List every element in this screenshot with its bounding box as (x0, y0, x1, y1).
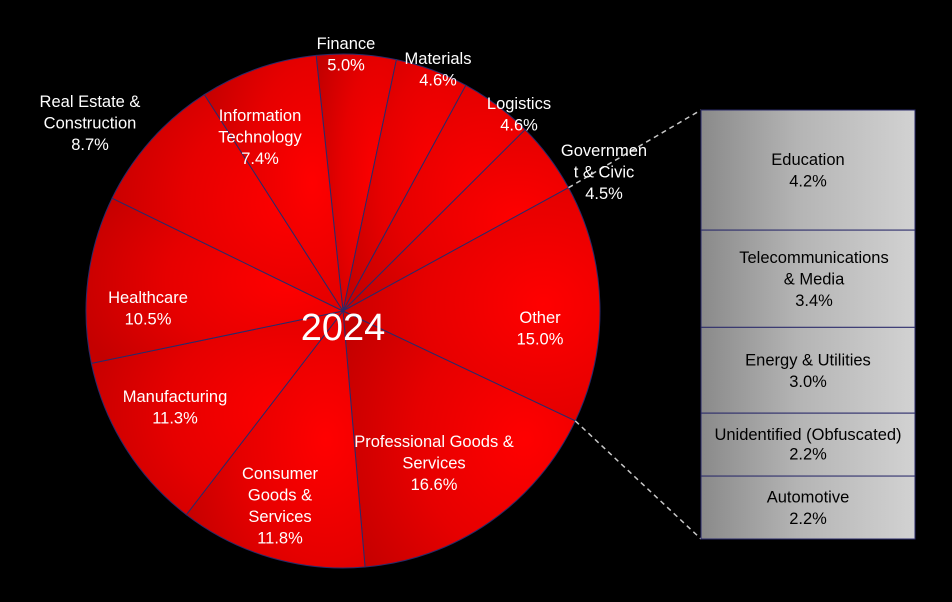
slice-label-government-civic: Governmen t & Civic 4.5% (561, 142, 647, 203)
slice-label-finance: Finance 5.0% (317, 35, 376, 75)
slice-label-consumer-goods-services: Consumer Goods & Services 11.8% (242, 465, 319, 548)
slice-label-manufacturing: Manufacturing 11.3% (123, 388, 228, 428)
bar-segment-education (700, 109, 916, 231)
pie-slice-manufacturing (90, 310, 345, 516)
bar-segment-automotive (700, 475, 916, 540)
bar-label-energy-utilities: Energy & Utilities 3.0% (745, 351, 871, 391)
bar-label-unidentified-obfuscated-: Unidentified (Obfuscated) 2.2% (714, 426, 901, 464)
bar-label-education: Education 4.2% (771, 151, 844, 191)
bar-segment-unidentified-obfuscated- (700, 412, 916, 477)
pie-labels: Finance 5.0% Materials 4.6% Logistics 4.6%Gov… (40, 35, 648, 548)
pie-slice-real-estate-construction (111, 93, 345, 313)
slice-label-logistics: Logistics 4.6% (487, 95, 551, 135)
slice-label-information-technology: Information Technology 7.4% (218, 107, 302, 168)
bar-label-automotive: Automotive 2.2% (767, 489, 850, 528)
bar-label-telecommunications-media: Telecommunications & Media 3.4% (739, 249, 888, 310)
connector-lines (568, 109, 702, 540)
chart-title: 2024 (301, 307, 386, 349)
slice-label-real-estate-construction: Real Estate & Construction 8.7% (40, 93, 141, 154)
slice-label-professional-goods-services: Professional Goods & Services 16.6% (354, 433, 514, 494)
bar-segment-telecommunications-media (700, 229, 916, 328)
breakdown-bar: Education 4.2% Telecommunications & Media 3.… (700, 109, 916, 540)
pie-slice-information-technology (203, 54, 344, 312)
pie-slice-other (341, 186, 601, 422)
pie-slice-professional-goods-services (342, 310, 576, 568)
slice-label-other: Other 15.0% (517, 309, 564, 349)
slice-label-materials: Materials 4.6% (405, 50, 472, 90)
pie-slice-consumer-goods-services (185, 309, 366, 569)
connector-line-top (568, 109, 702, 189)
pie-slices (85, 53, 601, 569)
bar-segment-energy-utilities (700, 326, 916, 414)
pie-slice-healthcare (85, 197, 345, 364)
connector-line-bottom (574, 420, 702, 540)
slice-label-healthcare: Healthcare 10.5% (108, 289, 188, 329)
